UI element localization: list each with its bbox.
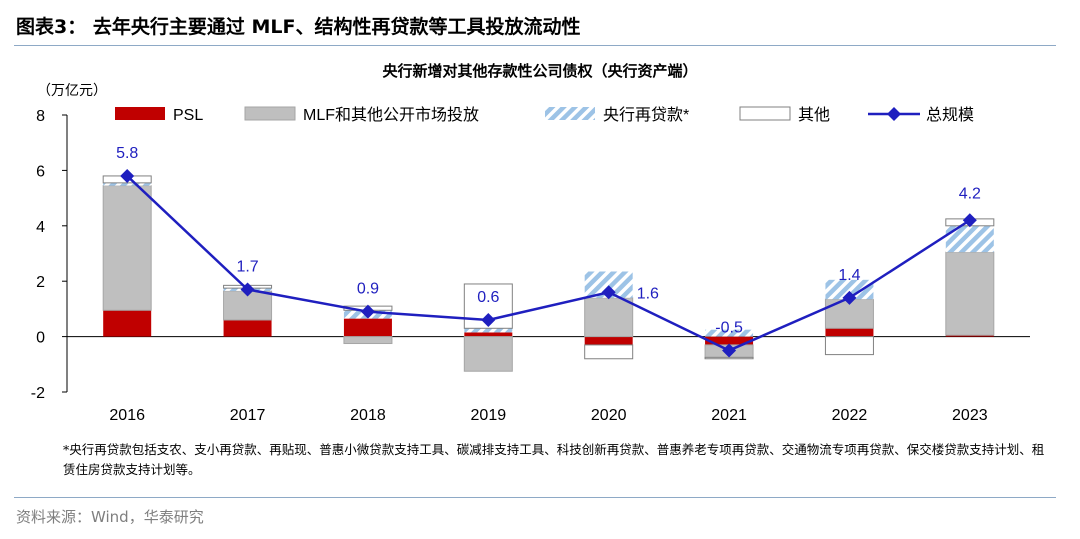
- x-tick-label: 2023: [952, 407, 988, 424]
- total-point-2020: [601, 285, 616, 300]
- total-data-label: 0.6: [477, 289, 499, 306]
- bar-segment-psl-2023: [945, 335, 994, 337]
- y-tick-label: 6: [36, 163, 45, 180]
- axes-group: -2 0 2 4 6 8 2016 2017 2018 2019 2020 2021 2022 2023: [31, 108, 1030, 424]
- legend-label: 央行再贷款*: [603, 106, 689, 124]
- total-data-label: 1.6: [637, 285, 659, 302]
- total-data-label: -0.5: [715, 319, 743, 336]
- bar-segment--2021: [704, 356, 754, 360]
- x-tick-label: 2021: [711, 407, 747, 424]
- total-point-2017: [240, 282, 255, 297]
- source-divider: [14, 497, 1056, 498]
- total-data-label: 0.9: [357, 281, 379, 298]
- x-tick-label: 2022: [832, 407, 868, 424]
- total-point-2022: [842, 290, 857, 305]
- legend-label: 总规模: [926, 106, 974, 124]
- total-point-2016: [120, 168, 135, 183]
- total-data-label: 1.4: [838, 267, 860, 284]
- y-tick-label: 8: [36, 108, 45, 125]
- total-line: [126, 175, 971, 352]
- total-point-2018: [360, 304, 375, 319]
- y-tick-label: 2: [36, 274, 45, 291]
- bar-segment-psl-2018: [343, 318, 392, 337]
- total-data-label: 4.2: [959, 185, 981, 202]
- bar-segment-psl-2017: [223, 319, 272, 337]
- y-tick-label: -2: [31, 385, 45, 402]
- chart-title: 央行新增对其他存款性公司债权（央行资产端）: [382, 62, 698, 80]
- bar-segment--2019: [464, 328, 513, 333]
- legend-swatch: [739, 106, 791, 121]
- bar-segment--2021: [705, 329, 754, 337]
- bar-segment-mlf-2018: [343, 336, 393, 345]
- bar-segment-mlf-2020: [584, 297, 634, 338]
- total-data-label: 5.8: [116, 145, 138, 162]
- bar-segment-mlf-2023: [945, 251, 995, 336]
- figure-title: 图表3： 去年央行主要通过 MLF、结构性再贷款等工具投放流动性: [16, 16, 581, 38]
- footnote: *央行再贷款包括支农、支小再贷款、再贴现、普惠小微贷款支持工具、碳减排支持工具、…: [63, 442, 1045, 477]
- legend-swatch: [545, 107, 595, 120]
- total-line-group: 5.8 1.7 0.9 0.6 1.6 -0.5 1.4 4.2: [116, 145, 981, 358]
- bar-segment--2020: [584, 344, 634, 360]
- total-point-2023: [962, 213, 977, 228]
- legend-diamond-icon: [887, 107, 901, 121]
- y-tick-label: 4: [36, 219, 45, 236]
- x-tick-label: 2016: [109, 407, 145, 424]
- y-tick-label: 0: [36, 330, 45, 347]
- legend: PSL MLF和其他公开市场投放 央行再贷款* 其他 总规模: [115, 106, 974, 124]
- bar-segment--2016: [103, 182, 152, 186]
- total-point-2019: [481, 312, 496, 327]
- total-data-label: 1.7: [236, 259, 258, 276]
- x-tick-label: 2019: [471, 407, 507, 424]
- y-axis-unit-label: （万亿元）: [37, 83, 107, 99]
- total-point-2021: [722, 343, 737, 358]
- title-divider: [14, 45, 1056, 46]
- bar-segment--2022: [824, 336, 874, 356]
- legend-label: PSL: [173, 107, 203, 124]
- legend-label: MLF和其他公开市场投放: [303, 106, 479, 124]
- bar-segment-psl-2019: [464, 332, 513, 337]
- legend-label: 其他: [798, 106, 830, 124]
- bar-segment-psl-2016: [103, 310, 152, 337]
- bar-segment-psl-2020: [584, 336, 633, 345]
- bar-segment-psl-2021: [705, 336, 754, 345]
- bar-segment-mlf-2019: [463, 336, 513, 372]
- legend-swatch: [244, 106, 296, 121]
- bar-segment-psl-2022: [825, 328, 874, 337]
- x-tick-label: 2020: [591, 407, 627, 424]
- bar-segment-mlf-2016: [102, 185, 152, 311]
- source-note: 资料来源：Wind，华泰研究: [16, 508, 204, 526]
- bar-segment--2022: [825, 279, 874, 300]
- x-tick-label: 2017: [230, 407, 266, 424]
- legend-swatch: [115, 107, 165, 120]
- x-tick-label: 2018: [350, 407, 386, 424]
